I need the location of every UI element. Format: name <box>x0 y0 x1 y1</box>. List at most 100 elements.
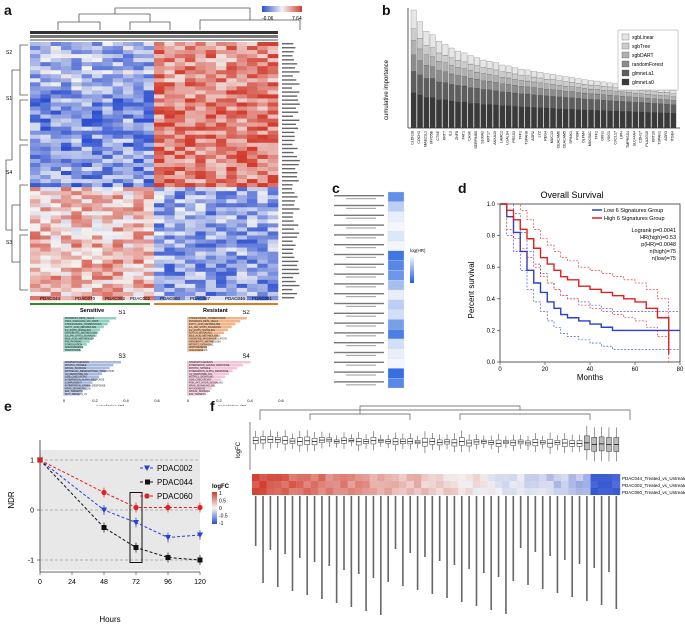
heatmap-cell <box>247 70 258 75</box>
heatmap-cell <box>81 130 93 136</box>
heatmap-cell <box>267 279 279 285</box>
heatmap-cell <box>216 154 227 160</box>
bar-segment <box>442 82 449 100</box>
heatmap-cell <box>30 70 41 75</box>
heatmap-cell <box>247 199 258 204</box>
f-column-label <box>402 496 404 586</box>
heatmap-cell <box>205 138 217 144</box>
f-heat-cell <box>450 474 459 481</box>
heatmap-cell <box>185 102 196 107</box>
heatmap-cell <box>123 118 134 123</box>
heatmap-cell <box>195 243 206 248</box>
heatmap-cell <box>61 215 72 220</box>
heatmap-cell <box>247 183 258 188</box>
heatmap-cell <box>40 130 51 136</box>
heatmap-cell <box>133 58 144 63</box>
heatmap-cell <box>143 255 155 260</box>
c-cell <box>387 368 405 379</box>
heatmap-cell <box>195 82 206 87</box>
bar-segment <box>448 84 455 101</box>
d-stat-line: n(low)=75 <box>652 256 676 262</box>
bar-segment <box>467 87 474 104</box>
bar-segment <box>518 93 525 107</box>
heatmap-cell <box>257 154 268 160</box>
heatmap-cell <box>133 279 144 285</box>
heatmap-cell <box>81 102 93 107</box>
heatmap-cell <box>92 183 103 188</box>
heatmap-cell <box>205 227 217 232</box>
heatmap-cell <box>205 58 217 63</box>
heatmap-cell <box>154 239 165 244</box>
f-column-label <box>276 496 279 587</box>
heatmap-cell <box>236 46 248 51</box>
bar-segment <box>461 101 468 129</box>
heatmap-cell <box>257 42 268 47</box>
bar-segment <box>619 96 626 102</box>
heatmap-cell <box>154 162 165 168</box>
f-column-label <box>357 496 360 574</box>
c-row-sublabel <box>346 286 376 288</box>
heatmap-cell <box>205 106 217 111</box>
bar-segment <box>442 44 449 56</box>
heatmap-cell <box>185 231 196 236</box>
heatmap-cell <box>50 114 62 119</box>
heatmap-cell <box>123 54 134 59</box>
heatmap-cell <box>205 150 217 156</box>
heatmap-cell <box>112 247 124 252</box>
heatmap-cell <box>226 154 237 160</box>
heatmap-cell <box>102 74 113 79</box>
heatmap-cell <box>216 42 227 47</box>
enrichment-term: INTERFERON_GAMMA_RESPONSE <box>65 384 106 387</box>
bar-segment <box>480 67 487 74</box>
heatmap-cell <box>92 106 103 111</box>
enrichment-title: S2 <box>242 310 250 316</box>
f-row-label: PDAC044_Treated_vs_Untreated <box>622 476 685 481</box>
f-heat-cell <box>325 474 334 481</box>
f-heat-cell <box>252 474 260 481</box>
heatmap-cell <box>226 251 237 256</box>
heatmap-cell <box>247 106 258 111</box>
enrichment-bar <box>64 348 81 352</box>
heatmap-cell <box>257 271 268 277</box>
d-xtick: 80 <box>677 367 684 373</box>
c-legend-title: log(HR) <box>410 248 426 253</box>
heatmap-cell <box>30 158 41 164</box>
heatmap-cell <box>226 122 237 127</box>
heatmap-cell <box>133 175 144 180</box>
heatmap-cell <box>154 275 165 281</box>
heatmap-cell <box>267 287 279 293</box>
bar-segment <box>486 89 493 105</box>
bar-segment <box>638 111 645 129</box>
heatmap-cell <box>133 102 144 107</box>
heatmap-cell <box>92 187 103 192</box>
heatmap-cell <box>123 191 134 196</box>
f-heat-cell <box>288 481 297 488</box>
enrichment-term: APICAL_SURFACE <box>189 390 211 393</box>
heatmap-cell <box>133 255 144 260</box>
heatmap-cell <box>71 291 82 297</box>
heatmap-cell <box>40 191 51 196</box>
heatmap-cell <box>185 267 196 273</box>
bar-segment <box>429 66 436 79</box>
bar-segment <box>550 108 556 129</box>
b-category-label: KRT7 <box>442 131 446 140</box>
heatmap-cell <box>81 162 93 168</box>
heatmap-cell <box>195 86 206 91</box>
enrichment-bar <box>64 363 114 367</box>
heatmap-cell <box>102 154 113 160</box>
heatmap-cell <box>205 110 217 115</box>
f-heat-cell <box>406 488 415 495</box>
heatmap-cell <box>30 251 41 256</box>
heatmap-cell <box>226 247 237 252</box>
heatmap-cell <box>133 86 144 91</box>
heatmap-cell <box>102 283 113 289</box>
heatmap-cell <box>164 46 175 51</box>
bar-segment <box>493 82 499 91</box>
heatmap-cell <box>195 46 206 51</box>
heatmap-cell <box>185 142 196 148</box>
f-heat-cell <box>516 481 525 488</box>
heatmap-cell <box>112 255 124 260</box>
heatmap-cell <box>123 102 134 107</box>
heatmap-cell <box>123 150 134 156</box>
